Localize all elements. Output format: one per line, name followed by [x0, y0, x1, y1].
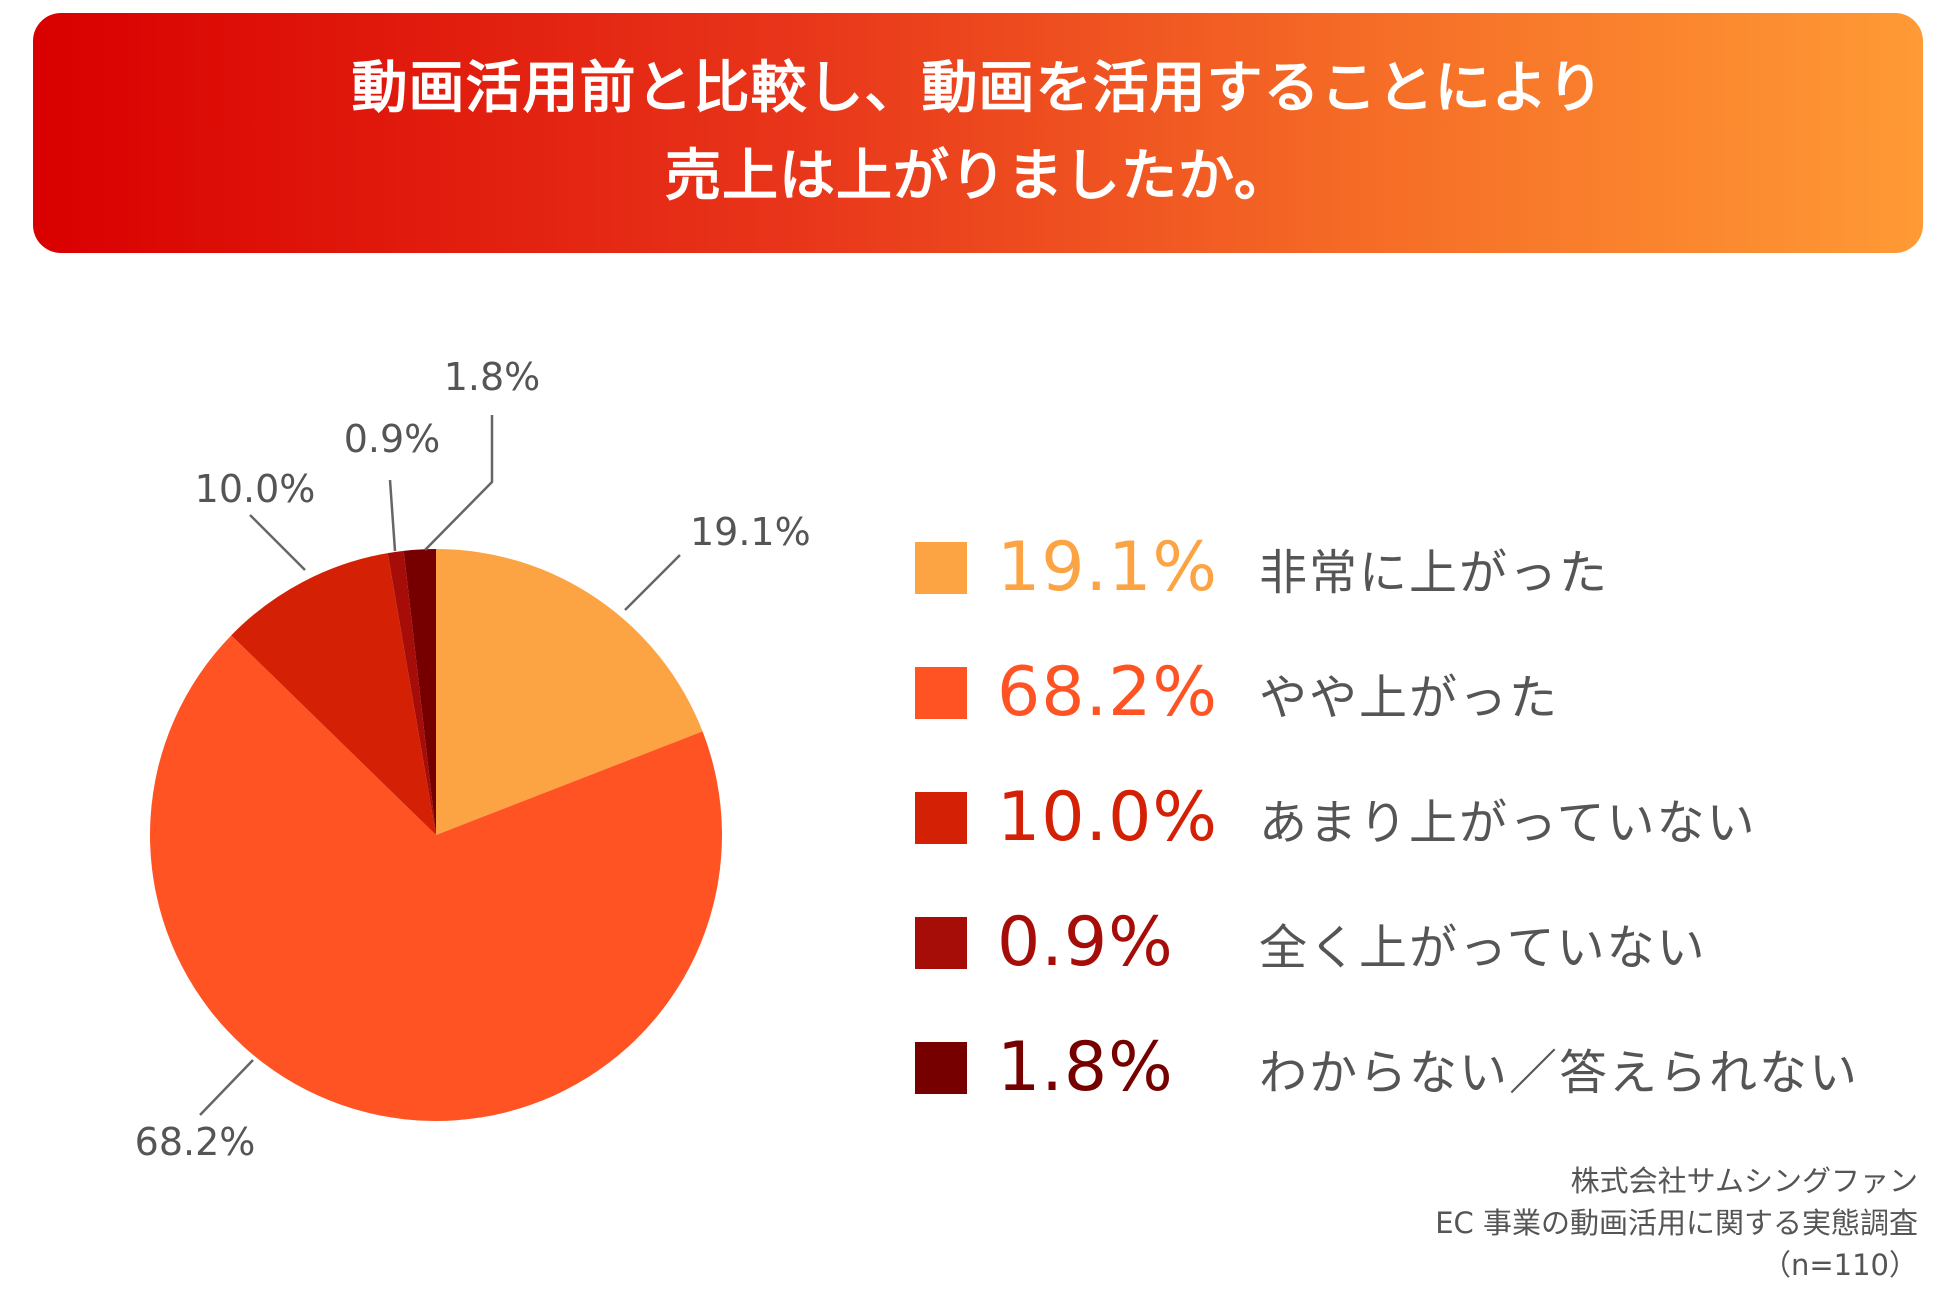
leader-line: [249, 514, 306, 571]
leader-line: [388, 479, 397, 552]
legend-item: 10.0% あまり上がっていない: [915, 755, 1859, 880]
legend-swatch: [915, 1041, 967, 1094]
slice-value-label: 68.2%: [135, 1120, 256, 1164]
legend-percent: 0.9%: [997, 903, 1174, 982]
source-sample-size: （n=110）: [1761, 1248, 1918, 1282]
legend-label: わからない／答えられない: [1259, 1044, 1860, 1101]
pie-slice: [231, 553, 436, 835]
title-line-2: 売上は上がりましたか。: [665, 144, 1291, 209]
slice-value-label: 1.8%: [444, 355, 541, 399]
legend: 19.1% 非常に上がった 68.2% やや上がった 10.0% あまり上がって…: [915, 505, 1859, 1130]
leader-line: [624, 554, 681, 611]
legend-swatch: [915, 791, 967, 844]
legend-percent: 1.8%: [997, 1028, 1174, 1107]
legend-label: やや上がった: [1259, 669, 1560, 726]
slice-value-label: 19.1%: [690, 510, 811, 554]
legend-percent: 68.2%: [997, 653, 1219, 732]
legend-item: 19.1% 非常に上がった: [915, 505, 1859, 630]
source-note: 株式会社サムシングファン EC 事業の動画活用に関する実態調査 （n=110）: [1435, 1160, 1918, 1286]
source-company: 株式会社サムシングファン: [1570, 1164, 1918, 1198]
leader-line: [424, 415, 494, 551]
title-banner: 動画活用前と比較し、動画を活用することにより 売上は上がりましたか。: [33, 13, 1923, 253]
pie-slice: [403, 549, 436, 835]
legend-item: 68.2% やや上がった: [915, 630, 1859, 755]
legend-swatch: [915, 666, 967, 719]
legend-percent: 19.1%: [997, 528, 1219, 607]
source-survey: EC 事業の動画活用に関する実態調査: [1435, 1206, 1918, 1240]
legend-label: 全く上がっていない: [1259, 919, 1707, 976]
legend-swatch: [915, 916, 967, 969]
pie-slice: [150, 635, 723, 1121]
legend-percent: 10.0%: [997, 778, 1219, 857]
title-line-1: 動画活用前と比較し、動画を活用することにより: [351, 56, 1605, 121]
legend-label: 非常に上がった: [1259, 544, 1610, 601]
legend-swatch: [915, 541, 967, 594]
legend-label: あまり上がっていない: [1259, 794, 1757, 851]
pie-slice: [436, 549, 703, 835]
legend-item: 1.8% わからない／答えられない: [915, 1005, 1859, 1130]
slice-value-label: 0.9%: [344, 417, 441, 461]
slice-value-label: 10.0%: [195, 467, 316, 511]
leader-line: [199, 1059, 254, 1116]
legend-item: 0.9% 全く上がっていない: [915, 880, 1859, 1005]
pie-slice: [387, 550, 436, 835]
